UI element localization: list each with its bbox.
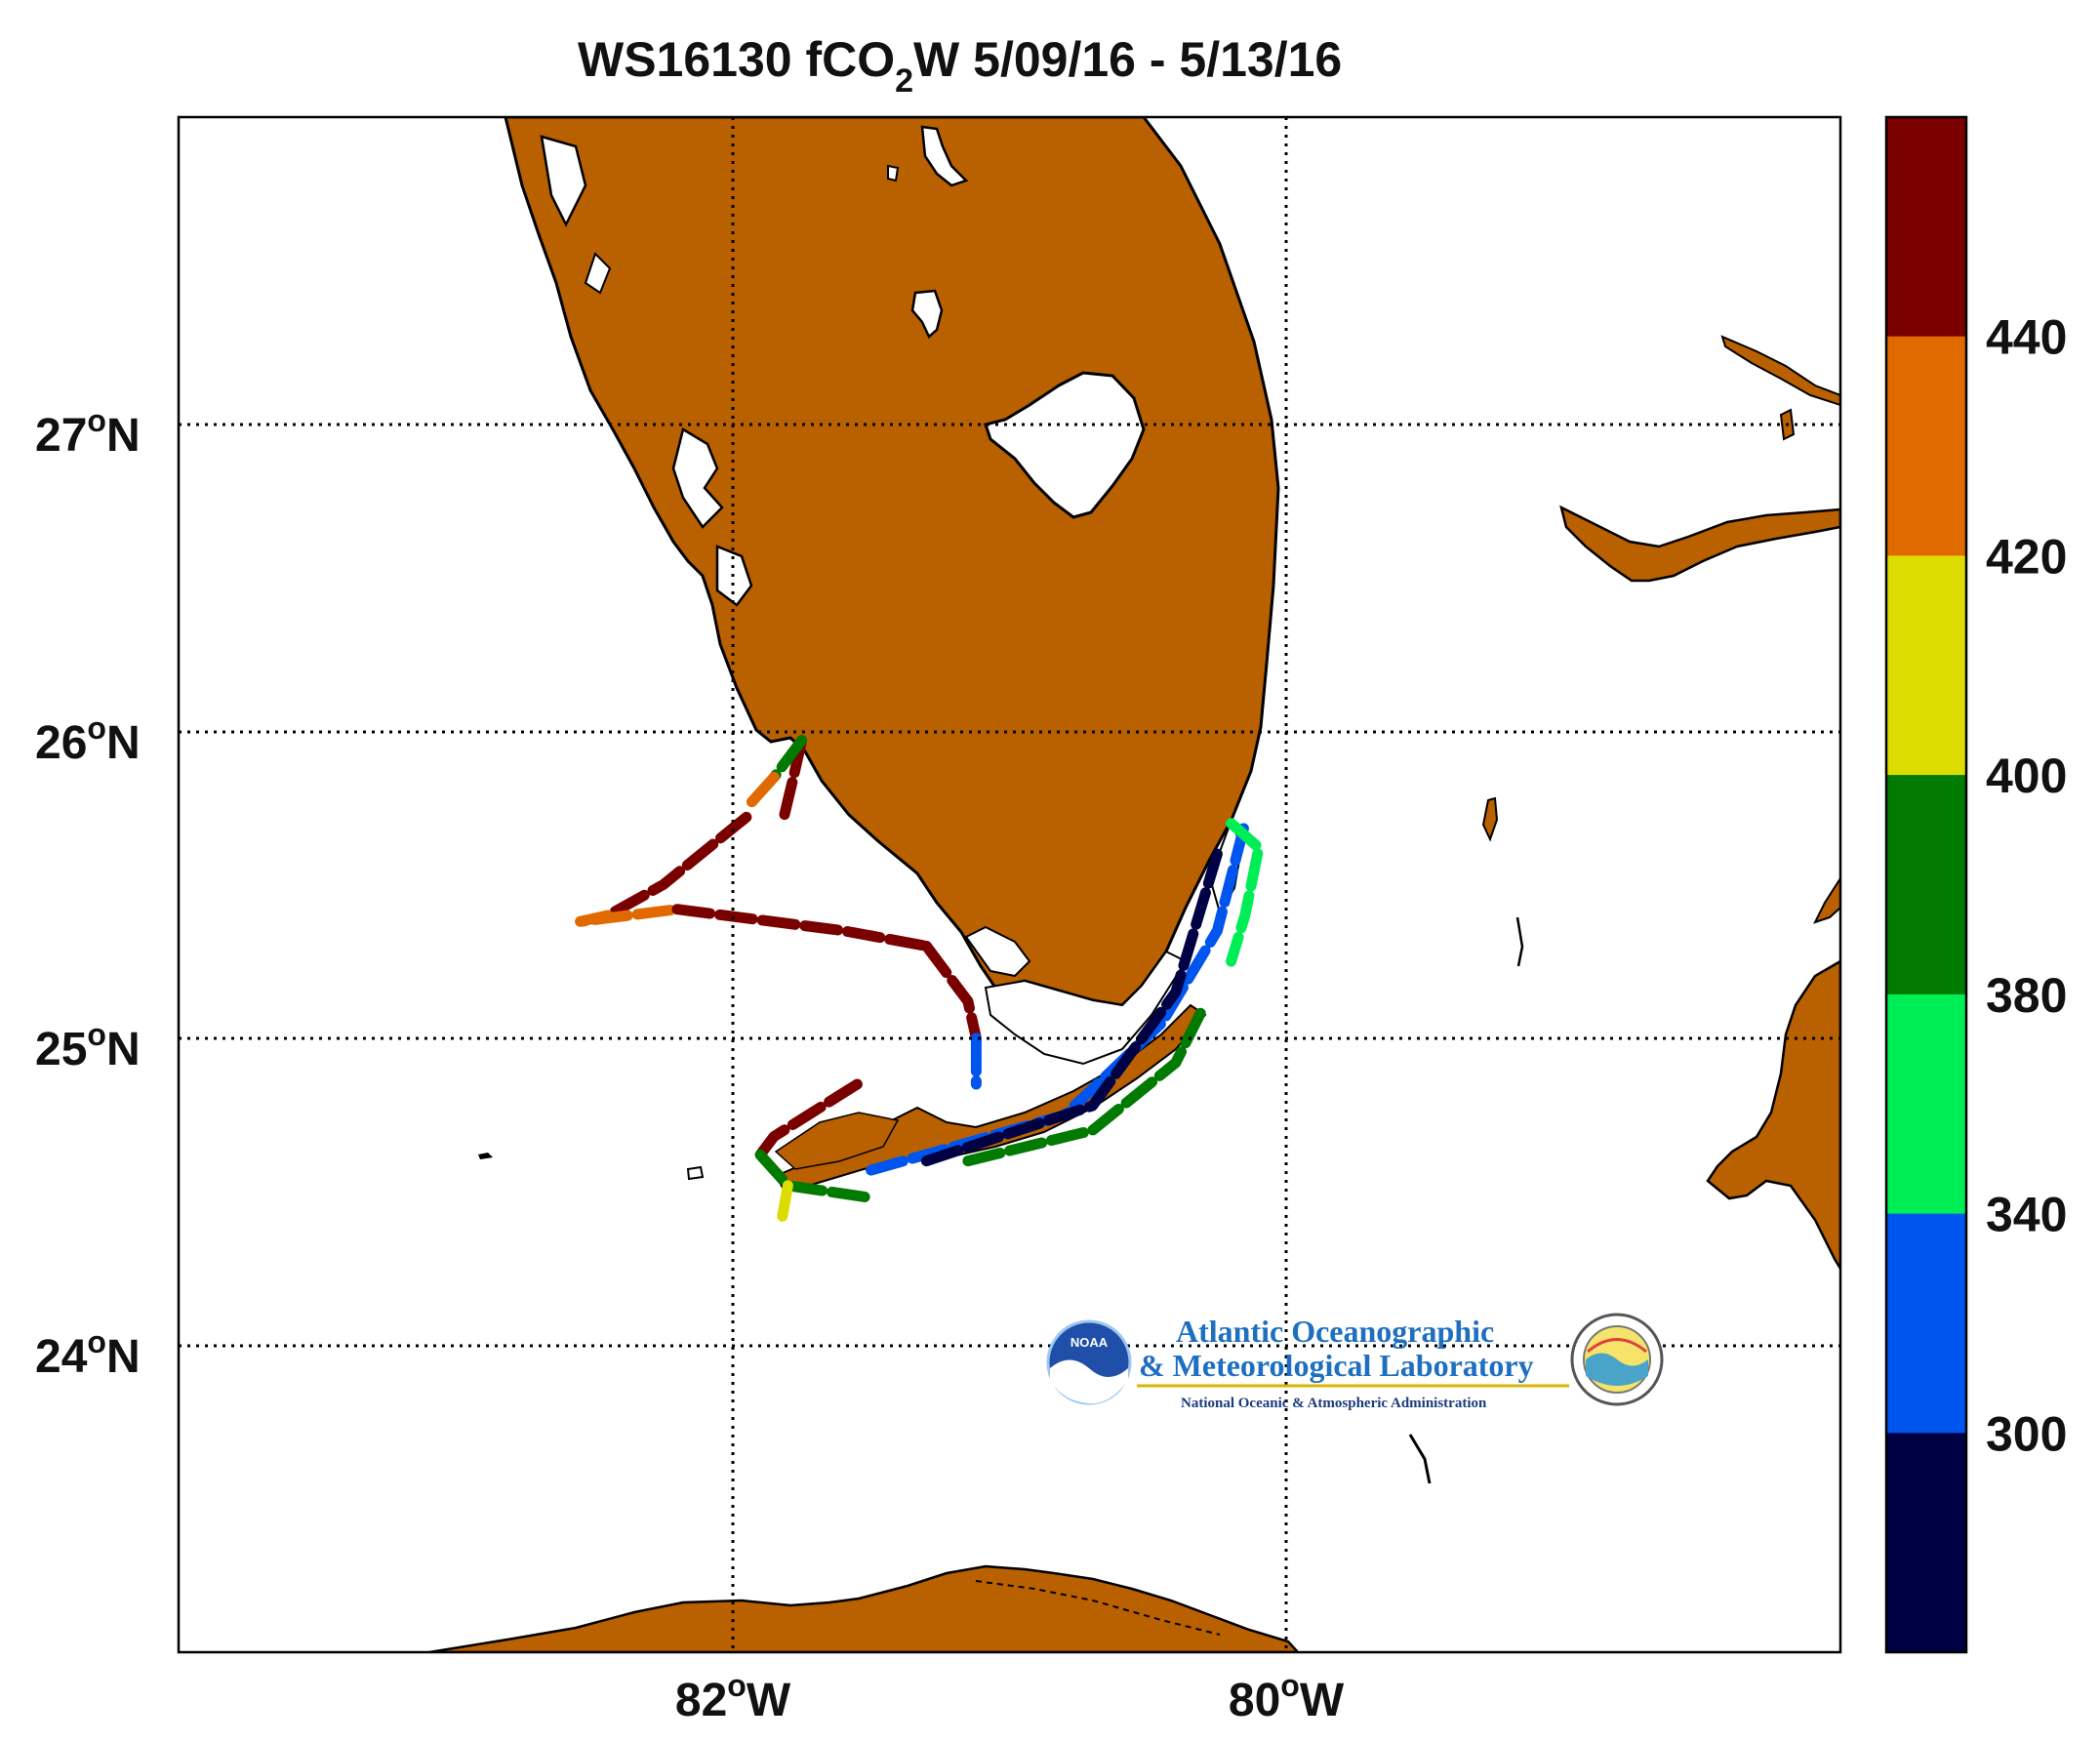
- bahamas-north-cays: [1813, 876, 1840, 924]
- map-frame: [177, 115, 1842, 1654]
- track-segment-14: [1226, 818, 1265, 967]
- track-segment-4: [575, 904, 683, 927]
- colorbar-band-0: [1886, 117, 1966, 338]
- logo-line3: National Oceanic & Atmospheric Administr…: [1181, 1396, 1487, 1411]
- lat-tick-labels: 27oN 26oN 25oN 24oN: [35, 403, 141, 1383]
- west-coast-inlets-2: [584, 252, 612, 295]
- track-segment-3: [602, 811, 752, 921]
- track-segment-6: [920, 940, 982, 1044]
- title-part1: WS16130 fCO: [578, 32, 895, 87]
- track-segment-12: [920, 848, 1223, 1167]
- title-subscript: 2: [895, 62, 913, 100]
- marquesas-key: [478, 1153, 493, 1159]
- track-segment-8: [754, 1078, 863, 1160]
- title-part2: W 5/09/16 - 5/13/16: [913, 32, 1342, 87]
- colorbar-frame: [1884, 115, 1968, 1654]
- lat-tick-24: 24oN: [35, 1324, 141, 1383]
- fco2-track: [575, 735, 1265, 1222]
- map-area: NOAA Atlantic Oceanographic & Meteorolog…: [179, 117, 1840, 1652]
- lake-small-3: [887, 164, 900, 182]
- lake-small-1: [920, 125, 969, 187]
- lat-tick-26: 26oN: [35, 710, 141, 769]
- abaco-islands: [1720, 335, 1840, 407]
- grand-bahama: [1559, 505, 1840, 583]
- track-segment-1: [768, 735, 808, 783]
- noaa-emblem: NOAA: [1046, 1319, 1132, 1405]
- andros-island: [1706, 959, 1840, 1272]
- track-segment-13: [962, 1001, 1209, 1167]
- colorbar: 440 420 400 380 340 300: [1884, 115, 2067, 1654]
- aoml-seal: [1570, 1313, 1664, 1406]
- lake-okeechobee: [984, 371, 1146, 519]
- cay-sal-islands: [1515, 916, 1524, 967]
- bahamas-bank-line: [1408, 1434, 1432, 1484]
- colorbar-band-6: [1886, 1433, 1966, 1653]
- colorbar-band-1: [1886, 336, 1966, 556]
- cuba-cays: [975, 1580, 1221, 1636]
- colorbar-band-4: [1886, 993, 1966, 1215]
- colorbar-label-400: 400: [1986, 749, 2067, 803]
- logo-line2: & Meteorological Laboratory: [1139, 1348, 1534, 1383]
- colorbar-label-300: 300: [1986, 1406, 2067, 1461]
- tampa-bay: [671, 427, 724, 529]
- colorbar-label-440: 440: [1986, 310, 2067, 365]
- colorbar-label-420: 420: [1986, 529, 2067, 584]
- colorbar-band-5: [1886, 1213, 1966, 1434]
- colorbar-band-2: [1886, 555, 1966, 776]
- logo-line1: Atlantic Oceanographic: [1176, 1314, 1494, 1349]
- lake-small-2: [910, 289, 944, 340]
- lat-tick-27: 27oN: [35, 403, 141, 462]
- lon-tick-82: 82oW: [675, 1668, 791, 1726]
- lat-tick-25: 25oN: [35, 1017, 141, 1075]
- map-title: WS16130 fCO2W 5/09/16 - 5/13/16: [578, 32, 1342, 100]
- dry-tortugas-key: [686, 1165, 705, 1181]
- colorbar-labels: 440 420 400 380 340 300: [1986, 310, 2067, 1462]
- aoml-logo: NOAA Atlantic Oceanographic & Meteorolog…: [1046, 1313, 1664, 1411]
- lon-tick-80: 80oW: [1229, 1668, 1345, 1726]
- bimini-islands: [1481, 796, 1499, 842]
- ten-thousand-islands: [964, 925, 1031, 978]
- noaa-badge-text: NOAA: [1070, 1335, 1109, 1350]
- lon-tick-labels: 82oW 80oW: [675, 1668, 1345, 1726]
- colorbar-label-340: 340: [1986, 1188, 2067, 1242]
- lower-keys-islands: [774, 1112, 900, 1170]
- colorbar-band-3: [1886, 775, 1966, 995]
- track-segment-2: [741, 771, 780, 814]
- cuba-land: [428, 1564, 1300, 1652]
- track-segment-10: [777, 1180, 793, 1222]
- colorbar-bands: [1886, 117, 1966, 1653]
- grid-lines: [179, 117, 1840, 1652]
- colorbar-label-380: 380: [1986, 968, 2067, 1023]
- west-coast-inlets: [540, 135, 587, 227]
- florida-land: [504, 117, 1280, 1007]
